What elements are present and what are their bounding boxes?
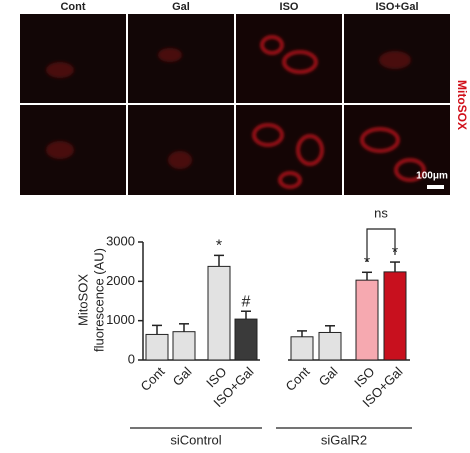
x-tick-label: Gal xyxy=(170,364,195,389)
bar xyxy=(234,318,258,361)
x-tick-label: Gal xyxy=(316,364,341,389)
micrographs xyxy=(20,14,450,195)
bar-chart: 0 1000 2000 3000 MitoSOX fluorescence (AU) Con… xyxy=(75,205,412,447)
bar xyxy=(172,331,196,361)
bar xyxy=(145,333,169,361)
comparison-label: ns xyxy=(374,205,388,220)
bar xyxy=(383,271,407,361)
group-label: siControl xyxy=(170,432,221,447)
row-label: siControl xyxy=(4,34,16,82)
column-label: ISO xyxy=(280,1,299,13)
bar xyxy=(207,265,231,361)
x-tick-label: Cont xyxy=(138,364,168,394)
y-tick-label: 1000 xyxy=(106,312,135,327)
stain-label: MitoSOX xyxy=(455,80,469,130)
scale-bar-label: 100μm xyxy=(416,171,448,182)
x-tick-label: Cont xyxy=(283,364,313,394)
bar xyxy=(355,279,379,361)
y-tick-label: 2000 xyxy=(106,273,135,288)
y-tick-label: 3000 xyxy=(106,233,135,248)
y-axis-label: MitoSOX xyxy=(75,274,90,326)
column-label: Cont xyxy=(60,1,85,13)
group-label: siGalR2 xyxy=(321,432,367,447)
row-label: siGalR2 xyxy=(4,130,16,171)
y-axis-label: fluorescence (AU) xyxy=(91,248,106,352)
y-tick-label: 0 xyxy=(128,351,135,366)
bar-label: * xyxy=(364,255,370,272)
bar-label: # xyxy=(242,293,251,310)
column-label: Gal xyxy=(172,1,190,13)
column-label: ISO+Gal xyxy=(375,1,418,13)
bar xyxy=(318,331,342,361)
comparison-bracket xyxy=(366,228,396,262)
bar xyxy=(290,336,314,361)
bar-label: * xyxy=(216,238,222,255)
